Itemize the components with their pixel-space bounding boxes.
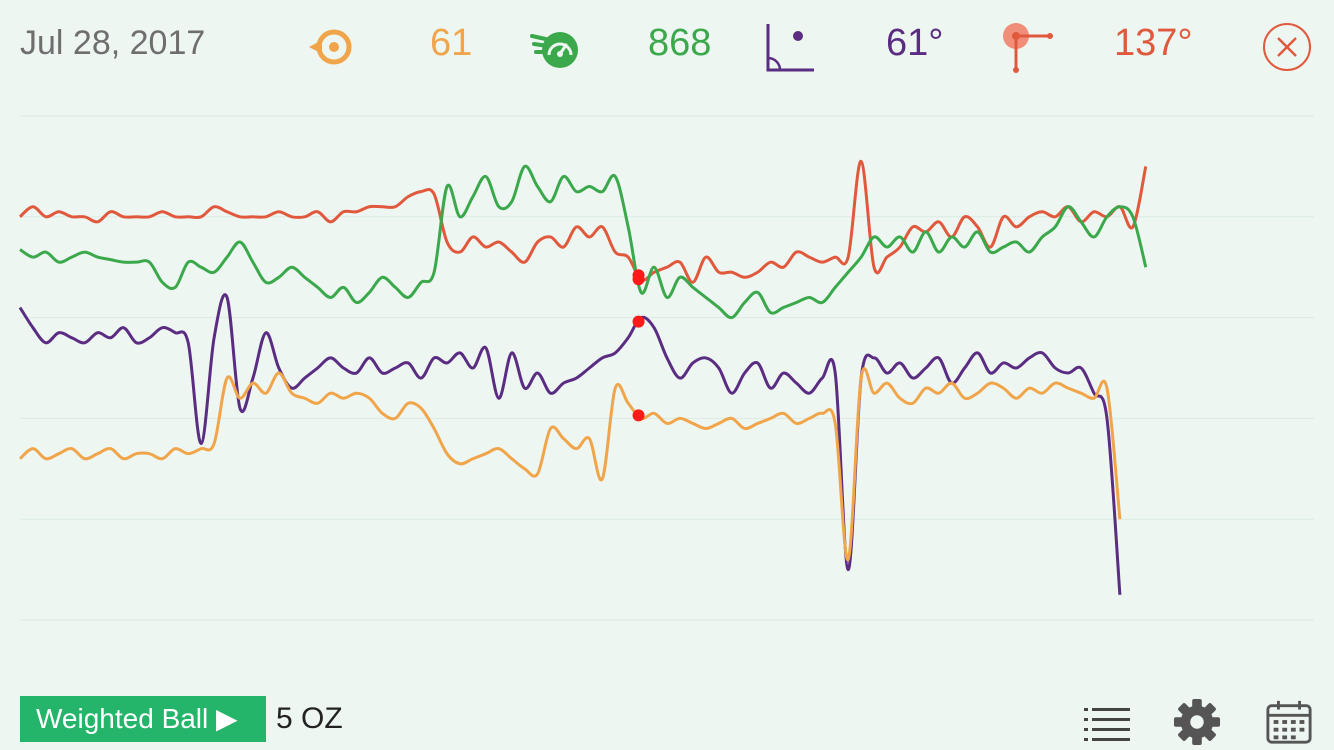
session-date: Jul 28, 2017 xyxy=(20,24,206,62)
launch-angle-value: 61° xyxy=(886,22,944,64)
chart-series xyxy=(18,159,1148,595)
chart-grid xyxy=(20,115,1314,621)
spin-rate-value: 61 xyxy=(430,22,473,64)
speedometer-icon xyxy=(530,32,578,68)
series-line-0 xyxy=(18,159,1148,284)
footer-bar: Weighted Ball ▶ 5 OZ xyxy=(0,690,1334,750)
ball-weight: 5 OZ xyxy=(276,702,343,735)
close-icon[interactable] xyxy=(1262,22,1312,72)
series-marker-3 xyxy=(632,409,645,422)
calendar-icon[interactable] xyxy=(1264,698,1314,746)
list-icon[interactable] xyxy=(1082,698,1132,746)
settings-gear-icon[interactable] xyxy=(1172,698,1222,746)
weighted-ball-button[interactable]: Weighted Ball ▶ xyxy=(20,696,266,742)
spin-rate-icon xyxy=(309,29,352,65)
play-arrow-icon: ▶ xyxy=(216,703,238,734)
series-line-2 xyxy=(18,293,1122,595)
weighted-ball-label: Weighted Ball xyxy=(36,703,209,734)
series-line-3 xyxy=(18,367,1122,562)
chart-markers xyxy=(632,269,645,422)
arm-angle-icon xyxy=(1003,23,1053,73)
speed-value: 868 xyxy=(648,22,712,64)
angle-icon xyxy=(766,24,814,72)
series-marker-1 xyxy=(632,273,645,286)
header-bar: Jul 28, 2017 61 868 61° 137° xyxy=(0,0,1334,92)
series-marker-2 xyxy=(632,315,645,328)
series-line-1 xyxy=(19,164,1148,320)
arm-angle-value: 137° xyxy=(1114,22,1193,64)
sensor-line-chart xyxy=(18,115,1314,621)
